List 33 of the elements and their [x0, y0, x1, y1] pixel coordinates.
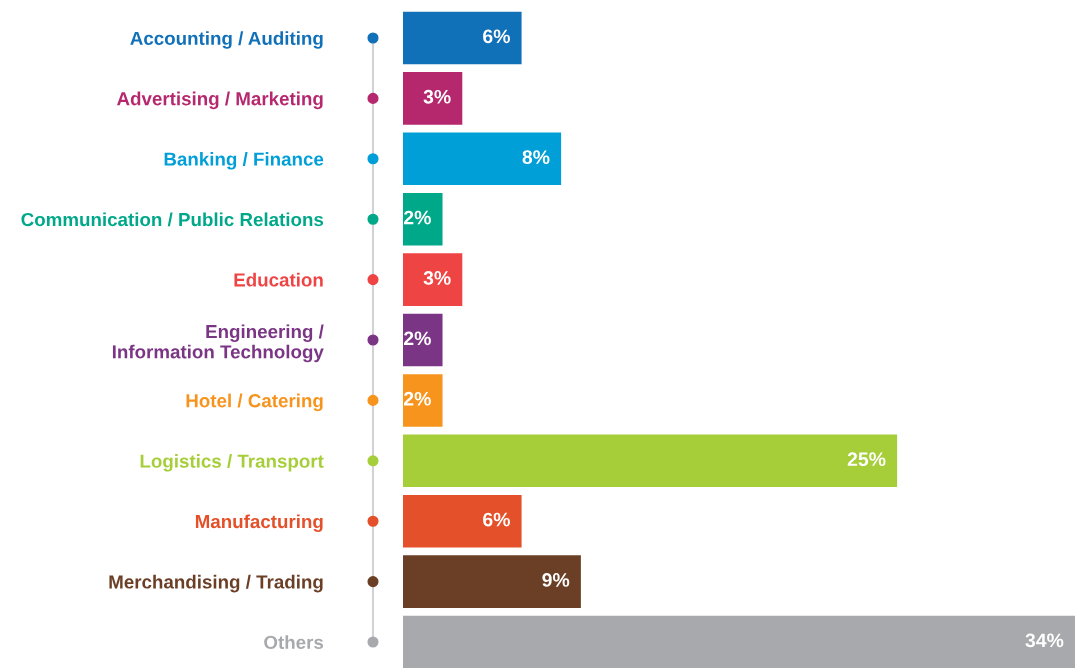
bar [403, 555, 581, 608]
bar [403, 374, 443, 427]
data-label: 34% [1025, 633, 1064, 648]
bar [403, 132, 562, 186]
data-label: 9% [542, 573, 570, 587]
bar [403, 192, 443, 246]
data-label: 6% [483, 512, 510, 527]
y-tick-label: Hotel / Catering [186, 393, 323, 412]
bar [403, 434, 898, 488]
y-tick-label: Logistics / Transport [140, 454, 324, 472]
bar [403, 313, 443, 367]
y-tick-label: Others [264, 635, 324, 650]
bar [403, 72, 463, 125]
bar [403, 253, 463, 306]
y-tick-label: Accounting / Auditing [130, 31, 323, 49]
y-tick-label: Communication / Public Relations [21, 212, 324, 227]
y-tick-label: Advertising / Marketing [116, 91, 323, 110]
bar [403, 615, 1075, 668]
data-label: 2% [403, 331, 431, 346]
data-label: 3% [423, 89, 451, 104]
y-tick-label: Engineering / Information Technology [112, 324, 324, 363]
data-label: 2% [403, 210, 431, 225]
data-label: 3% [423, 271, 451, 285]
y-tick-label: Manufacturing [195, 514, 323, 532]
y-tick-label: Merchandising / Trading [109, 574, 323, 593]
data-label: 2% [403, 391, 431, 406]
bar [403, 494, 522, 548]
bar [403, 11, 522, 65]
y-tick-label: Banking / Finance [164, 152, 324, 170]
data-label: 25% [847, 452, 886, 467]
data-label: 8% [522, 150, 550, 165]
y-tick-label: Education [234, 272, 323, 287]
data-label: 6% [483, 29, 510, 44]
